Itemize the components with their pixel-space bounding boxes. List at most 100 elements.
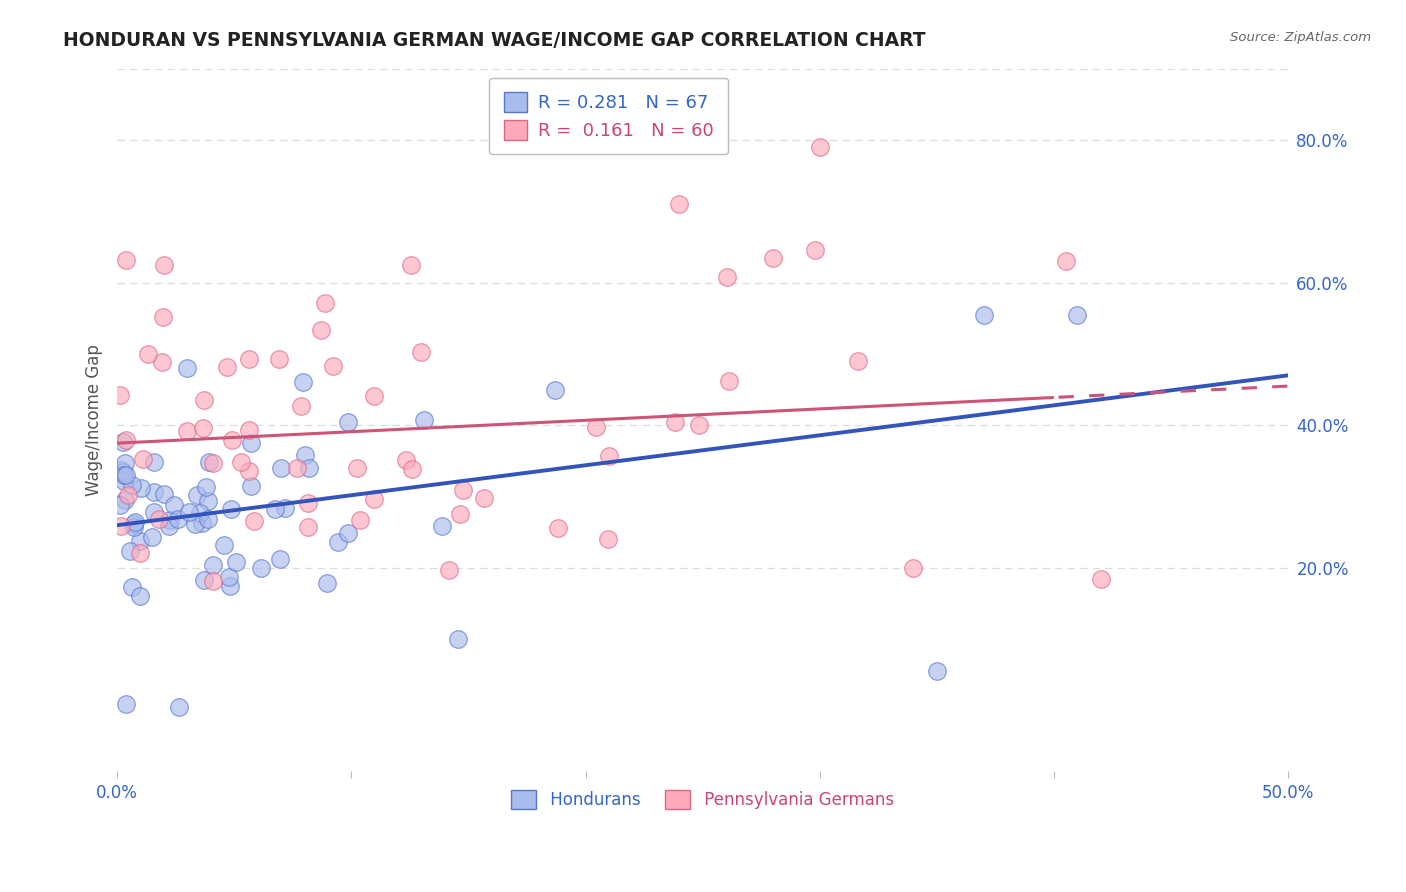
Point — [449, 507, 471, 521]
Point — [148, 512, 170, 526]
Point — [290, 400, 312, 414]
Point — [124, 515, 146, 529]
Point — [141, 531, 163, 545]
Point — [411, 345, 433, 359]
Point — [544, 383, 567, 397]
Point — [124, 520, 146, 534]
Point — [437, 563, 460, 577]
Point — [120, 544, 142, 558]
Point — [110, 519, 132, 533]
Point — [132, 452, 155, 467]
Point — [129, 590, 152, 604]
Point — [316, 575, 339, 590]
Point — [596, 532, 619, 546]
Point — [547, 521, 569, 535]
Point — [166, 512, 188, 526]
Point — [808, 140, 831, 154]
Point — [188, 506, 211, 520]
Point — [202, 558, 225, 573]
Point — [121, 478, 143, 492]
Point — [150, 355, 173, 369]
Point — [363, 389, 385, 403]
Point — [163, 499, 186, 513]
Point — [110, 498, 132, 512]
Point — [1090, 572, 1112, 586]
Point — [129, 546, 152, 560]
Point — [243, 515, 266, 529]
Point — [264, 502, 287, 516]
Point — [294, 448, 316, 462]
Point — [297, 495, 319, 509]
Point — [903, 561, 925, 575]
Point — [297, 520, 319, 534]
Point — [114, 252, 136, 267]
Point — [285, 461, 308, 475]
Point — [1066, 308, 1088, 322]
Point — [716, 269, 738, 284]
Point — [193, 392, 215, 407]
Point — [191, 421, 214, 435]
Point — [218, 569, 240, 583]
Point — [349, 513, 371, 527]
Point — [292, 375, 315, 389]
Point — [336, 525, 359, 540]
Point — [472, 491, 495, 505]
Point — [110, 463, 132, 477]
Point — [451, 483, 474, 497]
Point — [668, 197, 690, 211]
Point — [108, 388, 131, 402]
Point — [718, 375, 741, 389]
Point — [664, 415, 686, 429]
Point — [122, 517, 145, 532]
Point — [114, 456, 136, 470]
Point — [183, 517, 205, 532]
Y-axis label: Wage/Income Gap: Wage/Income Gap — [86, 344, 103, 496]
Point — [432, 519, 454, 533]
Point — [112, 475, 135, 489]
Point — [269, 552, 291, 566]
Point — [267, 352, 290, 367]
Point — [238, 423, 260, 437]
Point — [249, 560, 271, 574]
Point — [121, 580, 143, 594]
Point — [598, 449, 620, 463]
Point — [239, 479, 262, 493]
Point — [309, 323, 332, 337]
Point — [201, 456, 224, 470]
Point — [176, 425, 198, 439]
Point — [197, 511, 219, 525]
Point — [129, 481, 152, 495]
Text: HONDURAN VS PENNSYLVANIA GERMAN WAGE/INCOME GAP CORRELATION CHART: HONDURAN VS PENNSYLVANIA GERMAN WAGE/INC… — [63, 31, 927, 50]
Point — [973, 308, 995, 322]
Point — [117, 487, 139, 501]
Point — [194, 480, 217, 494]
Point — [346, 460, 368, 475]
Point — [846, 354, 869, 368]
Point — [336, 415, 359, 429]
Point — [159, 514, 181, 528]
Point — [111, 465, 134, 479]
Point — [221, 434, 243, 448]
Point — [1054, 254, 1077, 268]
Point — [322, 359, 344, 373]
Legend:  Hondurans,  Pennsylvania Germans: Hondurans, Pennsylvania Germans — [505, 784, 900, 816]
Point — [218, 579, 240, 593]
Point — [212, 538, 235, 552]
Point — [925, 665, 948, 679]
Point — [239, 436, 262, 450]
Point — [314, 295, 336, 310]
Point — [142, 455, 165, 469]
Point — [270, 461, 292, 475]
Point — [167, 699, 190, 714]
Point — [152, 310, 174, 324]
Point — [153, 487, 176, 501]
Point — [585, 420, 607, 434]
Point — [399, 258, 422, 272]
Point — [401, 461, 423, 475]
Point — [215, 360, 238, 375]
Point — [157, 518, 180, 533]
Point — [198, 455, 221, 469]
Point — [229, 455, 252, 469]
Point — [363, 491, 385, 506]
Point — [143, 484, 166, 499]
